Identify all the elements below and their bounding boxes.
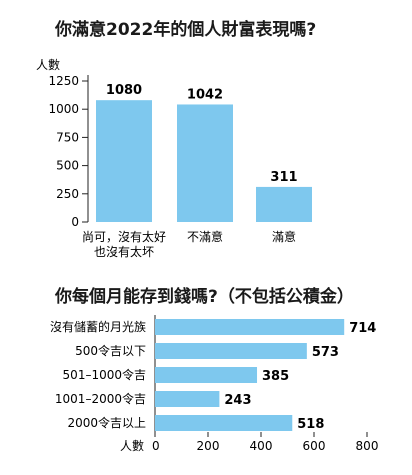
hbar-2: [155, 367, 258, 383]
x-tick-label-4: 800: [356, 439, 379, 453]
bar-value-label-1: 1042: [187, 87, 223, 102]
y-tick-label-2: 500: [56, 159, 79, 173]
x-axis-label: 人數: [120, 439, 144, 453]
hbar-value-label-3: 243: [224, 393, 251, 408]
bar-2: [256, 186, 312, 222]
x-tick-label-2: 400: [250, 439, 273, 453]
hbar-value-label-0: 714: [349, 321, 376, 336]
hbar-value-label-4: 518: [297, 417, 324, 432]
hbar-category-label-4: 2000令吉以上: [67, 415, 146, 430]
bar-value-label-0: 1080: [106, 83, 142, 98]
x-category-label-0: 尚可，沒有太好: [82, 229, 166, 244]
x-category-label-1: 不滿意: [187, 229, 223, 244]
bar-1: [177, 104, 233, 222]
hbar-category-label-3: 1001–2000令吉: [55, 391, 146, 406]
hbar-value-label-2: 385: [262, 369, 289, 384]
y-tick-label-0: 0: [71, 215, 79, 229]
hbar-value-label-1: 573: [312, 345, 339, 360]
y-axis-label: 人數: [36, 58, 60, 72]
chart2-title: 你每個月能存到錢嗎?（不包括公積金）: [55, 287, 354, 307]
hbar-1: [155, 343, 307, 359]
chart1-title: 你滿意2022年的個人財富表現嗎?: [55, 20, 317, 40]
bar-value-label-2: 311: [270, 170, 297, 185]
hbar-0: [155, 319, 345, 335]
x-category-label-0-line2: 也沒有太坏: [94, 244, 154, 259]
x-tick-label-3: 600: [303, 439, 326, 453]
y-tick-label-4: 1000: [48, 102, 79, 116]
x-tick-label-1: 200: [197, 439, 220, 453]
bar-0: [96, 100, 152, 222]
y-tick-label-5: 1250: [48, 74, 79, 88]
hbar-4: [155, 415, 293, 431]
y-tick-label-3: 750: [56, 130, 79, 144]
hbar-category-label-2: 501–1000令吉: [63, 367, 146, 382]
x-tick-label-0: 0: [152, 439, 160, 453]
hbar-category-label-1: 500令吉以下: [75, 343, 146, 358]
hbar-3: [155, 391, 220, 407]
hbar-category-label-0: 沒有儲蓄的月光族: [50, 319, 146, 334]
x-category-label-2: 滿意: [272, 229, 296, 244]
y-tick-label-1: 250: [56, 187, 79, 201]
